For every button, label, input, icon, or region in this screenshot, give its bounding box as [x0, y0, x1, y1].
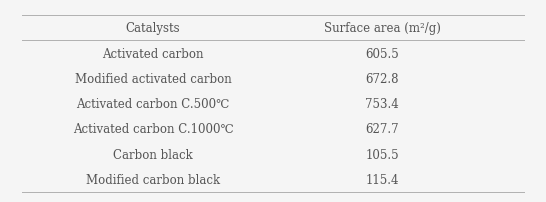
Text: Modified carbon black: Modified carbon black — [86, 173, 220, 186]
Text: 753.4: 753.4 — [365, 98, 399, 110]
Text: Surface area (m²/g): Surface area (m²/g) — [324, 22, 441, 35]
Text: 115.4: 115.4 — [365, 173, 399, 186]
Text: Activated carbon: Activated carbon — [102, 47, 204, 60]
Text: 672.8: 672.8 — [365, 73, 399, 85]
Text: Activated carbon C.500℃: Activated carbon C.500℃ — [76, 98, 229, 110]
Text: Carbon black: Carbon black — [113, 148, 193, 161]
Text: 627.7: 627.7 — [365, 123, 399, 136]
Text: Catalysts: Catalysts — [126, 22, 180, 35]
Text: 105.5: 105.5 — [365, 148, 399, 161]
Text: Activated carbon C.1000℃: Activated carbon C.1000℃ — [73, 123, 233, 136]
Text: 605.5: 605.5 — [365, 47, 399, 60]
Text: Modified activated carbon: Modified activated carbon — [74, 73, 232, 85]
